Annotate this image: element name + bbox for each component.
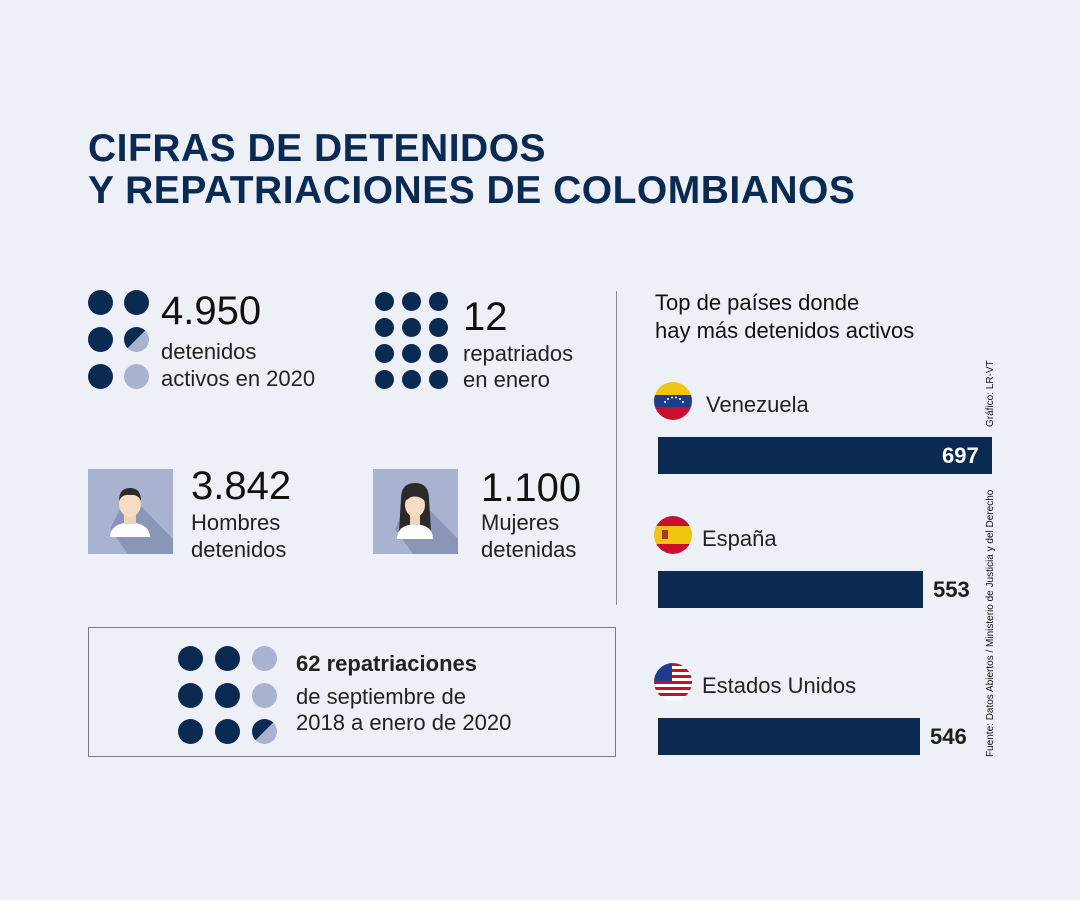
chart-title: Top de países donde hay más detenidos ac… <box>655 289 914 345</box>
repatriated-january-dots-icon <box>375 292 448 389</box>
chart-title-line-1: Top de países donde <box>655 290 860 315</box>
active-detainees-dots-icon <box>88 290 152 392</box>
venezuela-flag-icon <box>654 382 692 420</box>
bar-0 <box>658 437 992 474</box>
women-label-1: Mujeres <box>481 510 560 535</box>
repatriations-box <box>88 627 616 757</box>
spain-flag-icon <box>654 516 692 554</box>
woman-avatar-icon <box>373 469 458 554</box>
source-credit: Fuente: Datos Abiertos / Ministerio de J… <box>985 489 996 757</box>
graphic-credit: Gráfico: LR-VT <box>985 360 996 427</box>
repatriated-january-value: 12 <box>463 295 508 339</box>
men-label-1: Hombres <box>191 510 281 535</box>
active-detainees-label-2: activos en 2020 <box>161 366 316 391</box>
women-label-2: detenidas <box>481 537 577 562</box>
bar-2 <box>658 718 920 755</box>
section-divider <box>616 291 617 605</box>
bar-1 <box>658 571 923 608</box>
title-line-2: Y REPATRIACIONES DE COLOMBIANOS <box>88 169 856 212</box>
men-label-2: detenidos <box>191 537 287 562</box>
repatriations-period-dots-icon <box>178 646 277 744</box>
repatriations-period-label-1: de septiembre de <box>296 684 466 709</box>
title-line-1: CIFRAS DE DETENIDOS <box>88 127 547 170</box>
active-detainees-value: 4.950 <box>161 289 262 333</box>
active-detainees-label-1: detenidos <box>161 339 257 364</box>
page-title: CIFRAS DE DETENIDOS Y REPATRIACIONES DE … <box>88 128 855 212</box>
repatriated-january-label-1: repatriados <box>463 341 574 366</box>
repatriated-january-label-2: en enero <box>463 367 550 392</box>
usa-flag-icon <box>654 663 692 701</box>
man-avatar-icon <box>88 469 173 554</box>
women-value: 1.100 <box>481 466 582 510</box>
repatriations-period-headline: 62 repatriaciones <box>296 651 477 676</box>
country-label-0: Venezuela <box>706 392 809 417</box>
country-label-1: España <box>702 526 777 551</box>
country-label-2: Estados Unidos <box>702 673 857 698</box>
men-value: 3.842 <box>191 464 292 508</box>
bar-value-2: 546 <box>930 724 967 749</box>
bar-value-0: 697 <box>942 443 979 468</box>
chart-title-line-2: hay más detenidos activos <box>655 318 915 343</box>
bar-value-1: 553 <box>933 577 970 602</box>
repatriations-period-label-2: 2018 a enero de 2020 <box>296 710 512 735</box>
